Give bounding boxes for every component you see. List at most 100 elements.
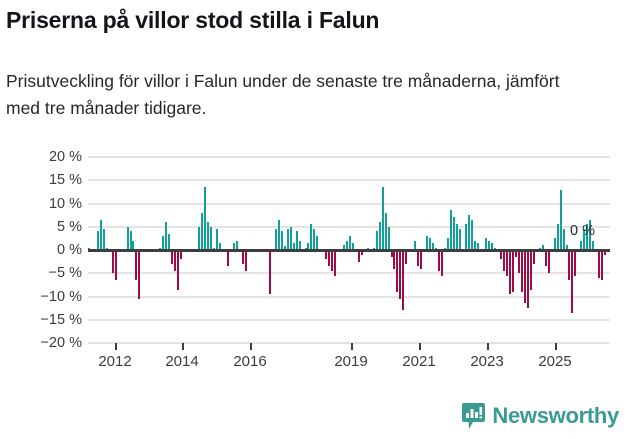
bar (470, 219, 473, 250)
y-axis-tick-label: 0 % (57, 242, 82, 258)
bar (277, 219, 280, 250)
bar (473, 240, 476, 250)
y-axis-tick-label: 20 % (48, 149, 82, 165)
x-axis-tick (182, 343, 184, 350)
bar (292, 243, 295, 250)
bar (553, 238, 556, 250)
bar (532, 250, 535, 264)
bar-chart-speech-bubble-icon (462, 402, 486, 430)
bar (165, 222, 168, 250)
bar (452, 217, 455, 250)
bar (372, 247, 375, 250)
bar (580, 240, 583, 250)
bar (176, 250, 179, 290)
bar (307, 243, 310, 250)
bar (126, 226, 129, 250)
bar (589, 219, 592, 250)
bar (381, 187, 384, 250)
bar (346, 240, 349, 250)
x-axis: 2012 2014 2016 2019 2021 2023 2025 (88, 343, 610, 389)
bar (129, 231, 132, 250)
bar (313, 229, 316, 250)
y-axis-tick-label: 10 % (48, 195, 82, 212)
bar (274, 229, 277, 250)
bar (349, 236, 351, 250)
bar (592, 240, 595, 250)
bar (417, 250, 420, 267)
bar (601, 250, 604, 281)
bar (586, 224, 589, 250)
bar (491, 243, 494, 250)
gridline (88, 342, 610, 344)
bar (215, 229, 218, 250)
bar (402, 250, 405, 311)
x-axis-tick (115, 343, 117, 350)
y-axis-tick-label: −5 % (48, 265, 82, 282)
y-axis-tick-label: −10 % (40, 288, 82, 305)
gridline (88, 202, 610, 205)
bar (283, 246, 286, 250)
bar (168, 233, 171, 250)
gridline (88, 295, 610, 298)
bar (509, 250, 512, 295)
y-axis-tick-label: 15 % (48, 172, 82, 189)
bar (604, 250, 607, 255)
page-title: Priserna på villor stod stilla i Falun (6, 7, 380, 33)
bar (280, 231, 283, 250)
bar (488, 240, 491, 250)
newsworthy-logo[interactable]: Newsworthy (462, 401, 619, 431)
bar (200, 212, 203, 250)
bar (515, 250, 518, 257)
bar (529, 250, 532, 290)
bar (464, 224, 467, 250)
x-axis-tick-label: 2014 (165, 353, 199, 370)
bar (325, 250, 328, 260)
bar (159, 247, 162, 250)
bar (526, 250, 529, 309)
bar (547, 250, 550, 274)
x-axis-tick-label: 2025 (538, 353, 572, 370)
x-axis-tick-label: 2019 (334, 353, 368, 370)
bar (598, 250, 601, 278)
bar (544, 250, 547, 267)
bar (135, 250, 138, 281)
bar (476, 243, 479, 250)
x-axis-tick (419, 343, 421, 350)
bar (449, 210, 452, 250)
gridline (88, 318, 610, 321)
bar (574, 250, 577, 276)
bar (351, 243, 354, 250)
y-axis-tick-label: −20 % (40, 335, 82, 351)
bar (500, 250, 503, 260)
bar (432, 243, 435, 250)
y-axis-labels: 20 % 15 % 10 % 5 % 0 % −5 % −10 % −15 % −20 % (0, 150, 82, 351)
bar (99, 219, 102, 250)
x-axis-tick-label: 2012 (98, 353, 132, 370)
bar (316, 236, 319, 250)
bar (242, 250, 245, 264)
bar (390, 250, 393, 257)
bar (426, 236, 429, 250)
bar (399, 250, 402, 299)
bar (568, 250, 571, 281)
bar (102, 229, 105, 250)
bar (111, 250, 114, 274)
x-axis-tick-label: 2016 (233, 353, 267, 370)
bar (518, 250, 521, 274)
bar (420, 250, 423, 269)
bar (494, 247, 497, 250)
bar (298, 240, 301, 250)
bar (512, 250, 515, 292)
bar (485, 238, 488, 250)
plot-area (88, 156, 610, 344)
bar (503, 250, 506, 271)
bar (375, 231, 378, 250)
bar (414, 240, 417, 250)
chart-subtitle: Prisutveckling för villor i Falun under … (6, 71, 560, 118)
y-axis-tick-label: −15 % (40, 311, 82, 328)
zero-line (88, 249, 610, 252)
bar (138, 250, 141, 299)
bar (206, 222, 209, 250)
bar (310, 224, 313, 250)
